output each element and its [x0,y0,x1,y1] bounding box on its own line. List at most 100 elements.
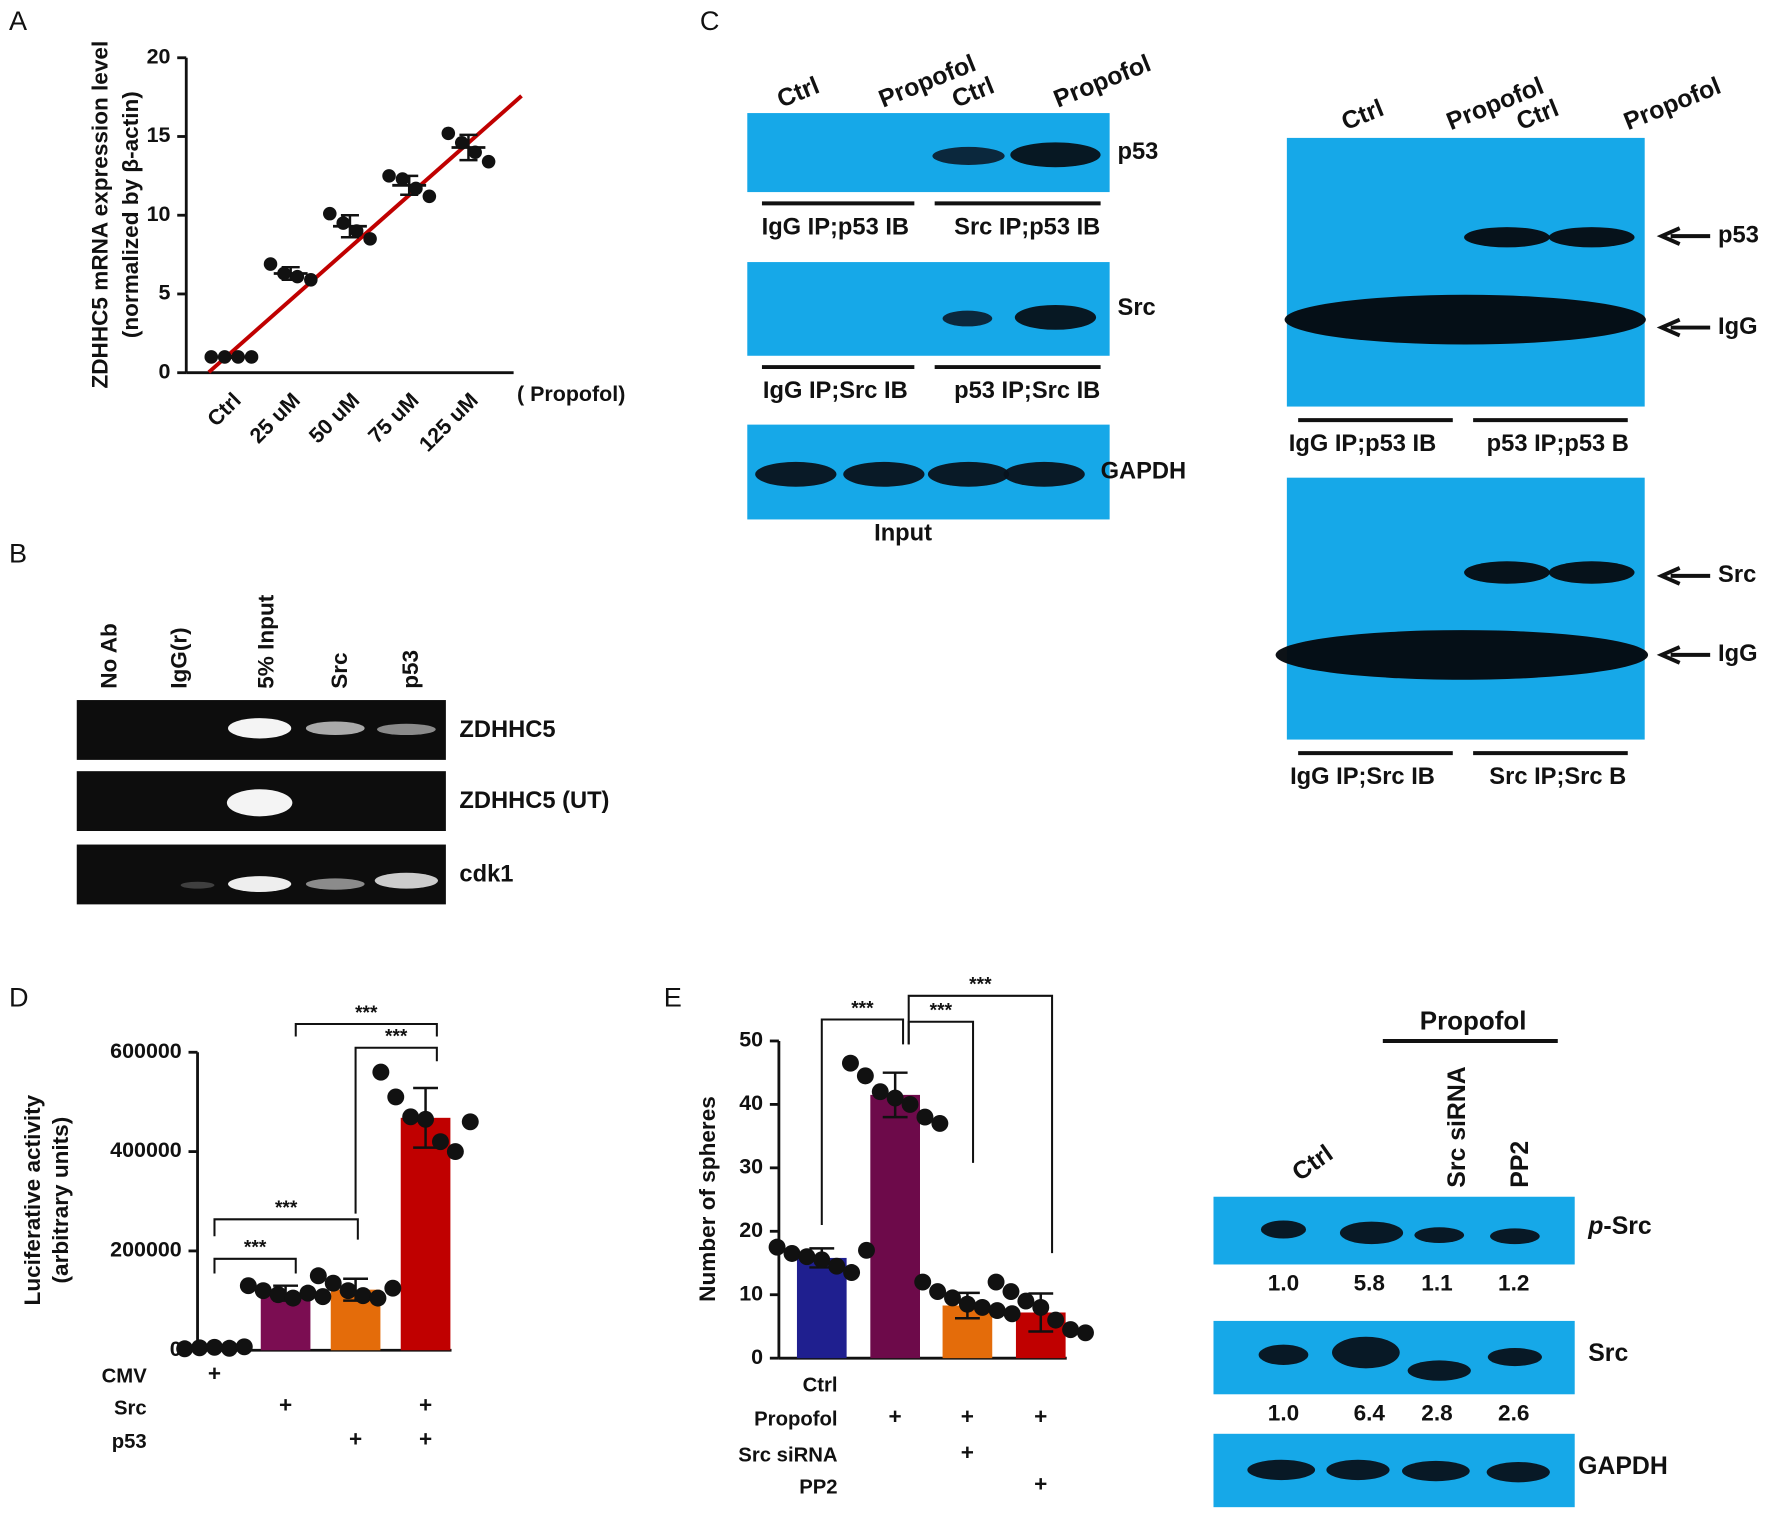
band [843,461,925,487]
band [1258,1344,1309,1365]
data-point [402,1108,420,1126]
y-tick-label: 0 [159,359,171,383]
condition-label: p53 [112,1431,147,1453]
y-axis-label: (normalized by β-actin) [118,91,143,338]
lane-label: No Ab [97,623,122,689]
data-point [372,1063,390,1081]
data-point [1062,1321,1080,1339]
data-point [384,1279,402,1297]
significance-label: *** [385,1027,408,1048]
group-label: IgG IP;p53 IB [1289,431,1436,457]
data-point [798,1248,816,1266]
gel [76,844,446,905]
data-point [1002,1283,1020,1301]
data-point [339,1282,357,1300]
band [226,789,293,817]
condition-mark: + [208,1361,221,1386]
data-point [783,1245,801,1262]
lane-label: Propofol [1620,73,1725,136]
label-main: Src [1588,1340,1628,1367]
data-point [481,154,496,169]
lane-label: PP2 [1507,1141,1534,1188]
quant-label: 1.0 [1268,1401,1299,1426]
y-tick-label: 0 [751,1345,763,1369]
data-point [441,126,456,141]
data-point [309,1267,327,1285]
band [932,146,1005,165]
y-tick-label: 20 [739,1218,763,1242]
data-point [843,1264,861,1281]
band [1487,1348,1542,1367]
group-label: Input [874,520,932,546]
quant-label: 2.6 [1498,1401,1529,1426]
data-point [1032,1298,1050,1316]
row-label: ZDHHC5 [459,717,555,743]
lane-label: IgG(r) [167,627,192,688]
group-label: p53 IP;p53 B [1487,431,1629,457]
data-point [387,1088,405,1106]
blot [1286,137,1645,407]
blot-label: GAPDH [1101,458,1187,484]
band [1548,561,1635,584]
data-point [409,181,423,196]
data-point [354,1287,372,1305]
significance-bracket [354,1046,438,1214]
significance-label: *** [275,1198,298,1219]
quant-label: 1.1 [1421,1271,1452,1296]
condition-mark: + [961,1440,974,1465]
data-point [277,266,291,281]
label-main: GAPDH [1578,1453,1668,1480]
quant-label: 2.8 [1421,1401,1452,1426]
condition-label: PP2 [799,1476,837,1498]
data-point [432,1133,449,1151]
data-point [349,224,364,238]
condition-label: Src siRNA [738,1445,838,1467]
y-axis-label: Luciferative activity [20,1094,45,1305]
panel-letter: C [700,5,720,36]
band [927,461,1010,487]
data-point [290,269,305,284]
arrow [1656,226,1711,246]
label-prefix: p [1587,1213,1603,1240]
lane-label: Propofol [1050,50,1155,113]
blot-label: p53 [1118,139,1159,165]
band [1548,227,1635,248]
arrow [1656,566,1711,586]
label-main: -Src [1603,1213,1651,1240]
data-point [988,1302,1006,1320]
condition-mark: + [1034,1472,1047,1497]
band [942,310,993,327]
data-point [314,1288,332,1306]
condition-mark: + [1034,1404,1047,1429]
y-tick-label: 10 [739,1281,763,1305]
data-point [336,216,350,230]
data-point [841,1054,859,1072]
data-point [858,1241,875,1259]
band [1275,630,1649,680]
data-point [363,232,377,246]
x-tick-label: 50 uM [304,388,364,448]
data-point [916,1108,934,1126]
y-tick-label: 5 [159,281,171,305]
data-point [369,1289,387,1307]
blot-label: Src [1588,1340,1628,1367]
significance-bracket [213,1218,359,1240]
band [1464,561,1550,584]
band [305,721,365,736]
panel-letter: A [9,5,28,36]
condition-mark: + [349,1427,362,1452]
band [1326,1459,1390,1481]
row-label: cdk1 [459,861,513,887]
quant-label: 6.4 [1354,1401,1386,1426]
arrow-label: IgG [1718,641,1757,667]
data-point [828,1257,846,1275]
band [180,881,215,889]
significance-label: *** [851,998,874,1019]
quant-label: 1.2 [1498,1271,1529,1296]
y-tick-label: 400000 [110,1138,182,1162]
group-label: IgG IP;Src IB [1290,764,1435,790]
blot-label: GAPDH [1578,1453,1668,1480]
data-point [231,350,245,364]
x-tick-label: 25 uM [245,388,305,448]
lane-label: 5% Input [254,594,279,688]
